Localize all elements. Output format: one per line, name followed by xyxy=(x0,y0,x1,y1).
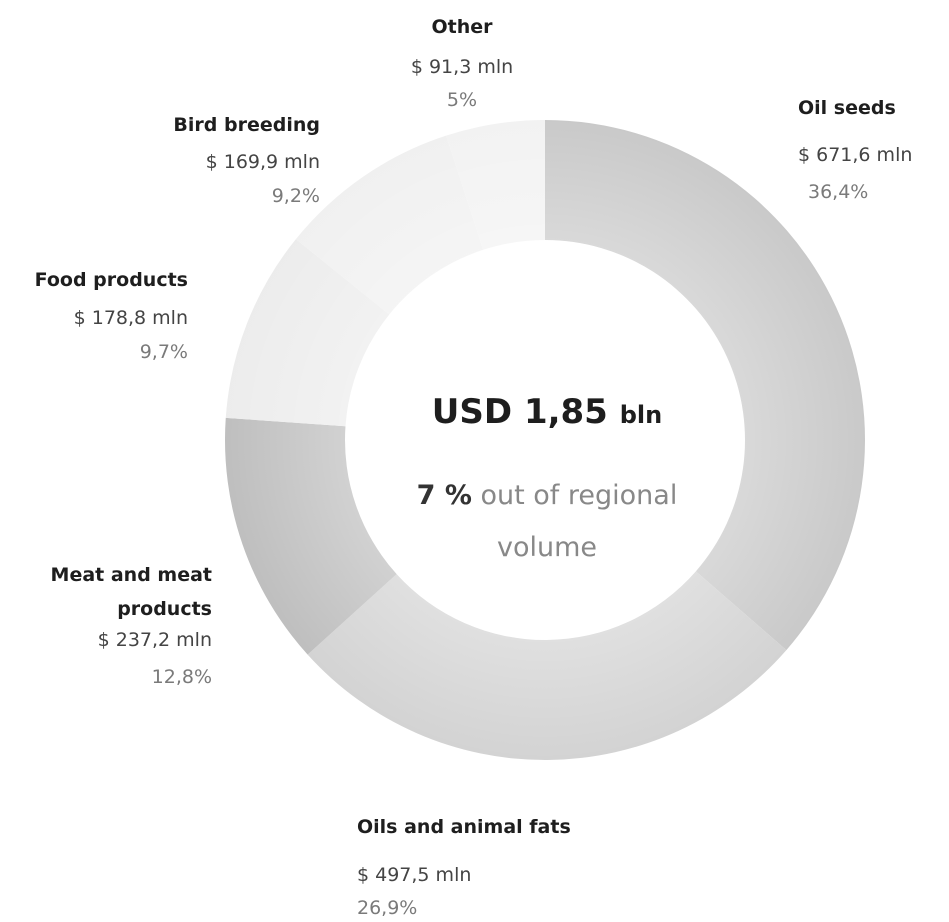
slice-name: Other xyxy=(431,16,493,38)
center-note-block: 7 % out of regional volume xyxy=(397,470,697,574)
slice-name: Oils and animal fats xyxy=(357,816,571,838)
center-value: USD 1,85 xyxy=(431,392,608,432)
slice-percent: 36,4% xyxy=(808,181,869,203)
center-total: USD 1,85 bln xyxy=(400,392,694,435)
slice-percent: 9,7% xyxy=(139,341,188,363)
slice-amount: $ 671,6 mln xyxy=(798,144,913,166)
slice-percent: 5% xyxy=(446,89,478,111)
slice-amount: $ 178,8 mln xyxy=(73,307,188,329)
slice-name: Meat and meat products xyxy=(50,564,212,620)
center-note: out of regional volume xyxy=(480,480,678,563)
slice-percent: 26,9% xyxy=(357,897,418,919)
slice-amount: $ 169,9 mln xyxy=(205,151,320,173)
slice-name: Food products xyxy=(34,269,188,291)
slice-percent: 9,2% xyxy=(271,185,320,207)
fade-overlay xyxy=(223,118,867,762)
slice-percent: 12,8% xyxy=(151,666,212,688)
slice-amount: $ 497,5 mln xyxy=(357,864,472,886)
center-share: 7 % xyxy=(416,480,472,511)
slice-name: Oil seeds xyxy=(798,97,896,119)
slice-amount: $ 237,2 mln xyxy=(97,629,212,651)
slice-amount: $ 91,3 mln xyxy=(410,56,514,78)
center-unit: bln xyxy=(619,401,663,429)
slice-name: Bird breeding xyxy=(173,114,320,136)
